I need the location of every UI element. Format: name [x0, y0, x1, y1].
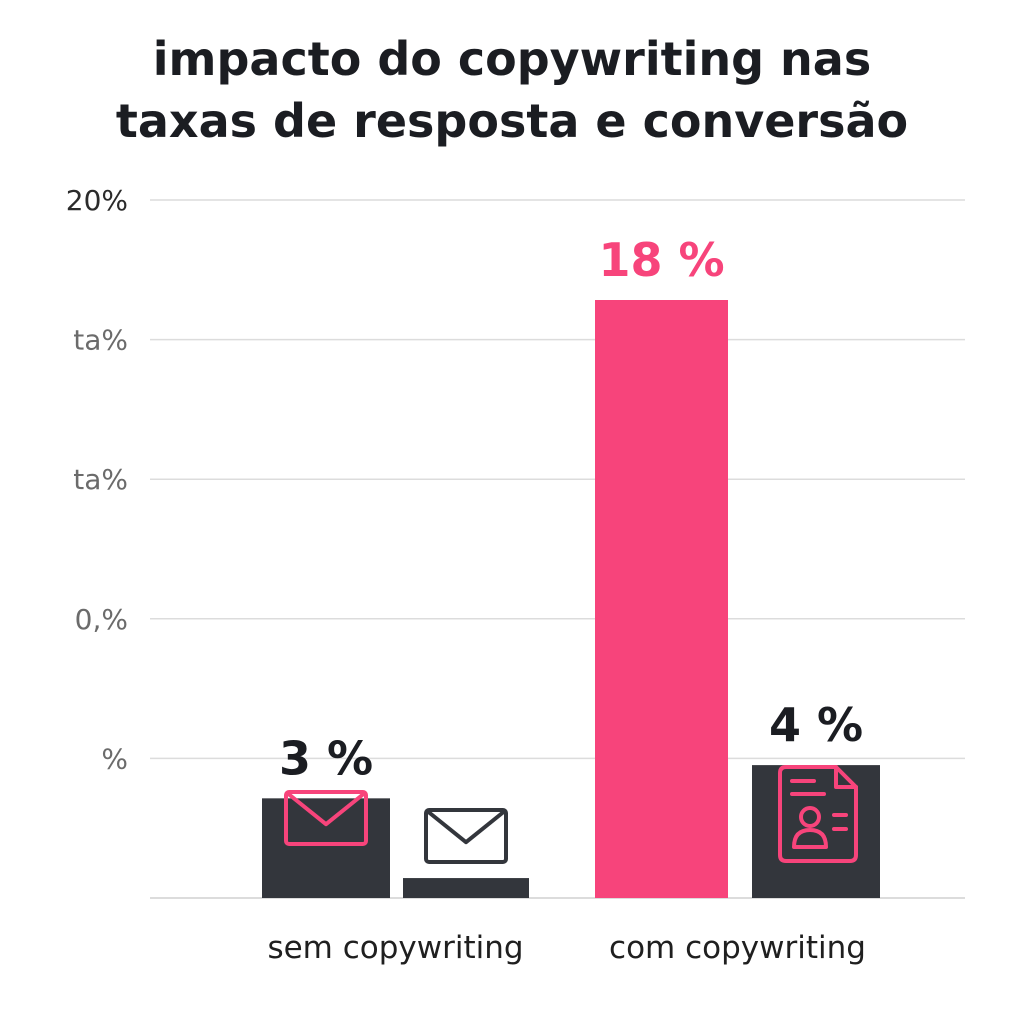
chart-title-line-1: impacto do copywriting nas	[152, 32, 872, 86]
data-label: 4 %	[769, 698, 863, 752]
chart-title-line-2: taxas de resposta e conversão	[115, 94, 909, 148]
bar-com-copywriting-1	[595, 300, 728, 898]
bar-sem-copywriting-1	[262, 798, 390, 898]
y-tick-label: 0,%	[75, 603, 128, 636]
data-label: 3 %	[279, 731, 373, 785]
y-tick-label: %	[101, 742, 128, 775]
bar-sem-copywriting-2	[403, 878, 529, 898]
y-tick-label: ta%	[73, 463, 128, 496]
x-tick-label: sem copywriting	[267, 930, 523, 966]
data-label: 18 %	[598, 233, 724, 287]
envelope-icon	[284, 790, 368, 846]
envelope-icon	[424, 808, 508, 864]
y-tick-label: 20%	[66, 184, 128, 217]
y-tick-label: ta%	[73, 324, 128, 357]
x-tick-label: com copywriting	[609, 930, 866, 966]
chart-title: impacto do copywriting nas taxas de resp…	[0, 28, 1024, 152]
contact-document-icon	[778, 765, 858, 863]
